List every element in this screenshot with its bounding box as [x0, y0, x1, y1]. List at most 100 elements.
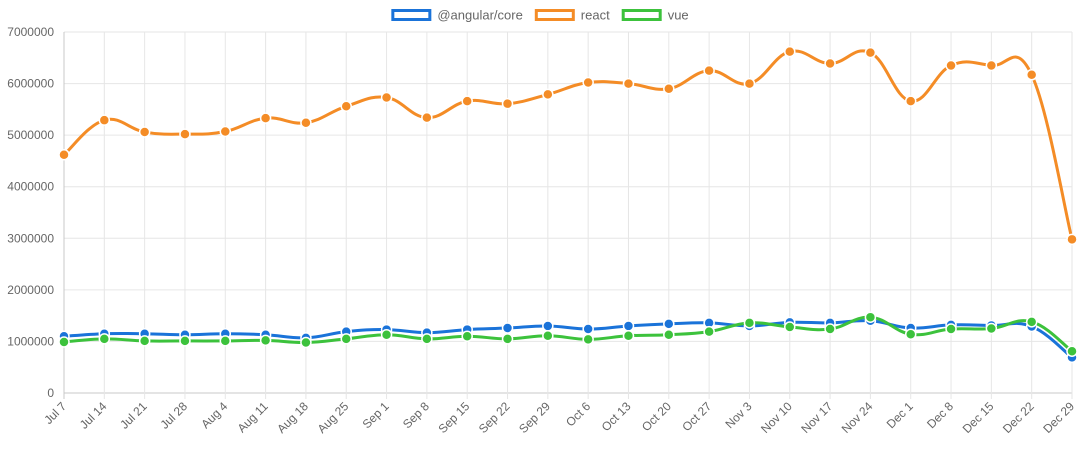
data-point-react[interactable] — [743, 77, 756, 90]
data-point-react[interactable] — [1066, 233, 1078, 246]
x-tick-label: Dec 1 — [884, 399, 916, 431]
x-tick-label: Oct 13 — [599, 399, 634, 434]
data-point-react[interactable] — [138, 126, 151, 138]
data-point-react[interactable] — [501, 97, 514, 110]
x-tick-label: Nov 24 — [839, 399, 876, 436]
series-react — [58, 45, 1078, 246]
data-point-react[interactable] — [421, 111, 433, 124]
x-tick-label: Oct 27 — [679, 399, 714, 434]
data-point-react[interactable] — [542, 88, 554, 101]
data-point-vue[interactable] — [542, 330, 554, 342]
data-point-vue[interactable] — [663, 328, 675, 341]
legend-swatch — [534, 9, 575, 21]
series-vue — [58, 311, 1078, 357]
data-point-vue[interactable] — [300, 336, 312, 349]
x-tick-label: Jul 7 — [41, 399, 69, 427]
data-point-react[interactable] — [179, 128, 191, 140]
data-point-react[interactable] — [259, 112, 272, 124]
legend: @angular/core react vue — [391, 8, 689, 23]
data-point-react[interactable] — [461, 95, 473, 107]
x-tick-label: Dec 15 — [960, 399, 997, 436]
data-point-vue[interactable] — [1066, 345, 1078, 357]
data-point-react[interactable] — [784, 45, 796, 58]
data-point-vue[interactable] — [824, 323, 836, 335]
x-tick-label: Nov 10 — [758, 399, 795, 436]
data-point-vue[interactable] — [784, 321, 796, 333]
legend-item-vue[interactable]: vue — [621, 8, 689, 23]
data-point-angular-core[interactable] — [663, 318, 675, 330]
data-point-react[interactable] — [340, 100, 352, 113]
x-tick-label: Jul 28 — [158, 399, 191, 432]
data-point-vue[interactable] — [58, 336, 70, 348]
y-tick-label: 0 — [47, 386, 54, 400]
data-point-vue[interactable] — [138, 335, 151, 347]
x-tick-label: Dec 8 — [924, 399, 956, 431]
data-point-react[interactable] — [824, 57, 836, 70]
data-point-vue[interactable] — [743, 317, 756, 329]
data-point-react[interactable] — [864, 46, 877, 59]
y-tick-label: 1000000 — [7, 334, 54, 348]
x-tick-label: Aug 25 — [315, 399, 352, 436]
data-point-vue[interactable] — [380, 328, 393, 341]
data-point-vue[interactable] — [1025, 316, 1038, 328]
y-tick-label: 6000000 — [7, 77, 54, 91]
data-point-angular-core[interactable] — [542, 320, 554, 332]
data-point-vue[interactable] — [219, 335, 232, 347]
data-point-vue[interactable] — [904, 328, 917, 340]
data-point-vue[interactable] — [340, 333, 352, 345]
data-point-vue[interactable] — [703, 325, 715, 338]
x-tick-label: Oct 20 — [639, 399, 674, 434]
data-point-angular-core[interactable] — [622, 320, 635, 332]
x-tick-label: Sep 22 — [476, 399, 513, 436]
data-point-react[interactable] — [945, 59, 957, 72]
data-point-angular-core[interactable] — [582, 323, 594, 335]
data-point-react[interactable] — [98, 114, 111, 126]
y-tick-label: 7000000 — [7, 25, 54, 39]
y-tick-label: 2000000 — [7, 283, 54, 297]
data-point-react[interactable] — [663, 82, 675, 95]
data-point-vue[interactable] — [622, 330, 635, 342]
legend-swatch — [621, 9, 662, 21]
legend-swatch — [391, 9, 432, 21]
data-point-react[interactable] — [58, 148, 70, 161]
data-point-angular-core[interactable] — [501, 322, 514, 334]
axes: 0 1000000 2000000 3000000 4000000 5000000 6000… — [7, 25, 1077, 436]
data-point-react[interactable] — [904, 95, 917, 107]
data-point-react[interactable] — [582, 76, 594, 89]
data-point-vue[interactable] — [461, 330, 473, 343]
x-tick-label: Sep 1 — [360, 399, 392, 431]
data-point-react[interactable] — [1025, 69, 1038, 81]
data-point-react[interactable] — [380, 91, 393, 104]
x-tick-label: Aug 4 — [198, 399, 230, 431]
data-point-vue[interactable] — [421, 333, 433, 345]
x-tick-label: Aug 18 — [274, 399, 311, 436]
data-point-vue[interactable] — [179, 335, 191, 347]
y-tick-label: 3000000 — [7, 231, 54, 245]
legend-label: vue — [668, 8, 689, 23]
y-tick-label: 5000000 — [7, 128, 54, 142]
data-point-vue[interactable] — [501, 333, 514, 345]
data-point-vue[interactable] — [259, 334, 272, 347]
x-tick-label: Sep 29 — [516, 399, 553, 436]
x-tick-label: Oct 6 — [563, 399, 593, 429]
data-point-vue[interactable] — [98, 333, 111, 345]
x-tick-label: Dec 22 — [1000, 399, 1037, 436]
data-point-vue[interactable] — [864, 311, 877, 323]
data-point-react[interactable] — [985, 59, 998, 72]
x-tick-label: Aug 11 — [235, 399, 271, 435]
data-point-react[interactable] — [300, 117, 312, 129]
data-point-react[interactable] — [703, 64, 715, 77]
x-tick-label: Sep 8 — [400, 399, 432, 431]
data-point-react[interactable] — [622, 77, 635, 90]
legend-label: react — [581, 8, 610, 23]
legend-item-angular-core[interactable]: @angular/core — [391, 8, 523, 23]
legend-label: @angular/core — [437, 8, 522, 23]
data-point-react[interactable] — [219, 125, 232, 138]
series-line-react — [62, 49, 1074, 240]
data-point-vue[interactable] — [985, 322, 998, 335]
legend-item-react[interactable]: react — [534, 8, 610, 23]
data-point-vue[interactable] — [582, 333, 594, 346]
series-layer — [58, 45, 1078, 364]
data-point-vue[interactable] — [945, 323, 957, 335]
